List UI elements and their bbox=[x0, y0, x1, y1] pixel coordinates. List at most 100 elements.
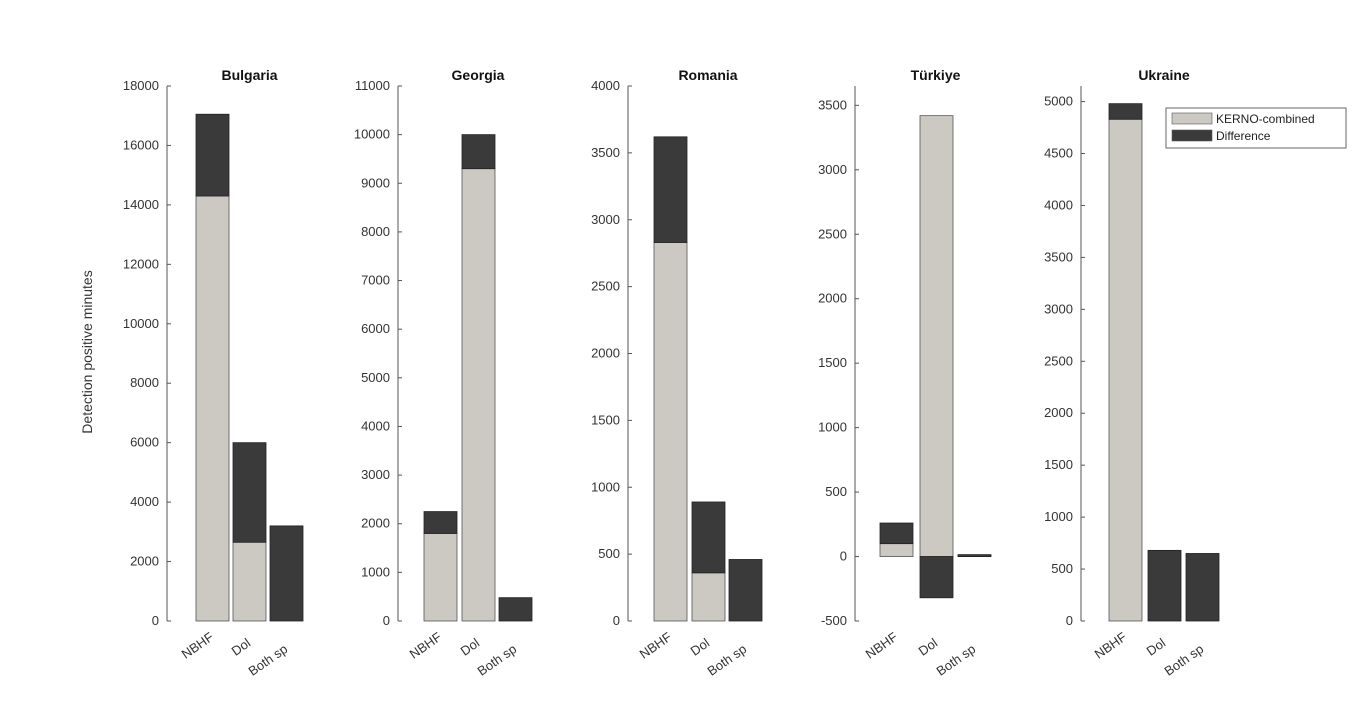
y-tick-label: 8000 bbox=[130, 375, 159, 390]
bar-difference bbox=[728, 559, 763, 622]
y-tick-label: 18000 bbox=[123, 78, 159, 93]
y-tick-label: 1000 bbox=[818, 420, 847, 435]
legend-entry-label: Difference bbox=[1216, 129, 1271, 143]
bar-difference bbox=[498, 597, 533, 622]
bar-difference bbox=[461, 134, 496, 170]
bar-kerno-combined bbox=[879, 543, 914, 557]
bar-difference bbox=[1108, 103, 1143, 120]
y-tick-label: 3000 bbox=[1044, 301, 1073, 316]
y-tick-label: 7000 bbox=[361, 273, 390, 288]
y-tick-label: 6000 bbox=[130, 435, 159, 450]
y-tick-label: 12000 bbox=[123, 256, 159, 271]
bar-difference bbox=[879, 522, 914, 545]
chart-panels: Bulgaria02000400060008000100001200014000… bbox=[123, 67, 1220, 679]
panel-0: Bulgaria 0 2000 4000 6000 8000 10000 12000 14000… bbox=[123, 67, 304, 679]
y-tick-label: 500 bbox=[598, 546, 620, 561]
y-tick-label: 0 bbox=[383, 613, 390, 628]
x-tick-label: NBHF bbox=[637, 629, 675, 662]
panel-4: Ukraine 0 500 1000 1500 2000 2500 3000 3500 4000 4… bbox=[1044, 67, 1220, 679]
bar-kerno-combined bbox=[1108, 118, 1143, 622]
bar-difference bbox=[195, 113, 230, 197]
x-tick-label: NBHF bbox=[1092, 629, 1130, 662]
y-tick-label: 2000 bbox=[591, 346, 620, 361]
y-tick-label: 5000 bbox=[361, 370, 390, 385]
y-tick-label: 2500 bbox=[591, 279, 620, 294]
y-tick-label: 3500 bbox=[818, 97, 847, 112]
y-tick-label: 4000 bbox=[1044, 197, 1073, 212]
bar-difference bbox=[691, 501, 726, 574]
panel-2: Romania 0 500 1000 1500 2000 2500 3000 3500 4000 N… bbox=[591, 67, 763, 679]
panel-3: Türkiye -500 0 500 1000 1500 2000 2500 3000 3500 N… bbox=[818, 67, 992, 679]
y-tick-label: 10000 bbox=[354, 127, 390, 142]
y-tick-label: 3000 bbox=[818, 162, 847, 177]
bar-difference bbox=[1185, 553, 1220, 622]
y-tick-label: 0 bbox=[1066, 613, 1073, 628]
y-axis-label: Detection positive minutes bbox=[79, 270, 95, 433]
y-tick-label: 11000 bbox=[355, 78, 390, 93]
x-tick-label: Dol bbox=[688, 635, 713, 659]
y-tick-label: 500 bbox=[1051, 561, 1073, 576]
y-tick-label: 3500 bbox=[1044, 249, 1073, 264]
y-tick-label: 4000 bbox=[591, 78, 620, 93]
bar-difference bbox=[1147, 549, 1182, 622]
y-tick-label: 1500 bbox=[591, 412, 620, 427]
x-tick-label: Dol bbox=[1144, 635, 1169, 659]
y-tick-label: 1500 bbox=[1044, 457, 1073, 472]
panel-title: Bulgaria bbox=[221, 67, 277, 83]
y-tick-label: 3000 bbox=[361, 467, 390, 482]
x-tick-label: NBHF bbox=[863, 629, 901, 662]
y-tick-label: 4000 bbox=[361, 418, 390, 433]
y-tick-label: 3000 bbox=[591, 212, 620, 227]
y-tick-label: 2500 bbox=[1044, 353, 1073, 368]
bar-kerno-combined bbox=[691, 572, 726, 622]
bar-difference bbox=[653, 136, 688, 243]
x-tick-label: NBHF bbox=[179, 629, 217, 662]
y-tick-label: 9000 bbox=[361, 175, 390, 190]
bar-kerno-combined bbox=[195, 195, 230, 622]
bar-difference bbox=[269, 525, 304, 622]
bar-kerno-combined bbox=[232, 541, 267, 622]
x-tick-label: Dol bbox=[229, 635, 254, 659]
legend-swatch bbox=[1171, 129, 1213, 142]
y-tick-label: 10000 bbox=[123, 316, 159, 331]
y-tick-label: 0 bbox=[152, 613, 159, 628]
y-tick-label: 4000 bbox=[130, 494, 159, 509]
panel-title: Georgia bbox=[452, 67, 505, 83]
y-tick-label: 0 bbox=[613, 613, 620, 628]
y-tick-label: 6000 bbox=[361, 321, 390, 336]
legend-swatch bbox=[1171, 112, 1213, 125]
y-tick-label: 2500 bbox=[818, 226, 847, 241]
y-tick-label: 14000 bbox=[123, 197, 159, 212]
x-tick-label: Dol bbox=[916, 635, 941, 659]
y-tick-label: 0 bbox=[840, 549, 847, 564]
y-tick-label: 16000 bbox=[123, 137, 159, 152]
y-tick-label: 3500 bbox=[591, 145, 620, 160]
y-tick-label: 4500 bbox=[1044, 146, 1073, 161]
bar-kerno-combined bbox=[461, 168, 496, 622]
bar-difference bbox=[232, 442, 267, 543]
x-tick-label: Both sp bbox=[933, 641, 978, 679]
panel-title: Türkiye bbox=[911, 67, 961, 83]
bar-kerno-combined bbox=[919, 115, 954, 557]
y-tick-label: 2000 bbox=[1044, 405, 1073, 420]
x-tick-label: NBHF bbox=[407, 629, 445, 662]
legend: KERNO-combined Difference bbox=[1165, 107, 1347, 149]
x-tick-label: Both sp bbox=[1161, 641, 1206, 679]
bar-kerno-combined bbox=[653, 242, 688, 622]
x-tick-label: Dol bbox=[458, 635, 483, 659]
legend-entry-label: KERNO-combined bbox=[1216, 112, 1315, 126]
y-tick-label: 1000 bbox=[591, 479, 620, 494]
bar-difference bbox=[423, 511, 458, 534]
bar-difference bbox=[957, 554, 992, 558]
y-tick-label: 2000 bbox=[361, 516, 390, 531]
panel-1: Georgia 0 1000 2000 3000 4000 5000 6000 7000 8000… bbox=[354, 67, 533, 679]
y-tick-label: 1000 bbox=[361, 564, 390, 579]
y-tick-label: 1500 bbox=[818, 355, 847, 370]
y-tick-label: 2000 bbox=[130, 554, 159, 569]
y-tick-label: 5000 bbox=[1044, 94, 1073, 109]
y-tick-label: 2000 bbox=[818, 291, 847, 306]
panel-title: Ukraine bbox=[1138, 67, 1190, 83]
bar-difference bbox=[919, 556, 954, 599]
y-tick-label: 1000 bbox=[1044, 509, 1073, 524]
